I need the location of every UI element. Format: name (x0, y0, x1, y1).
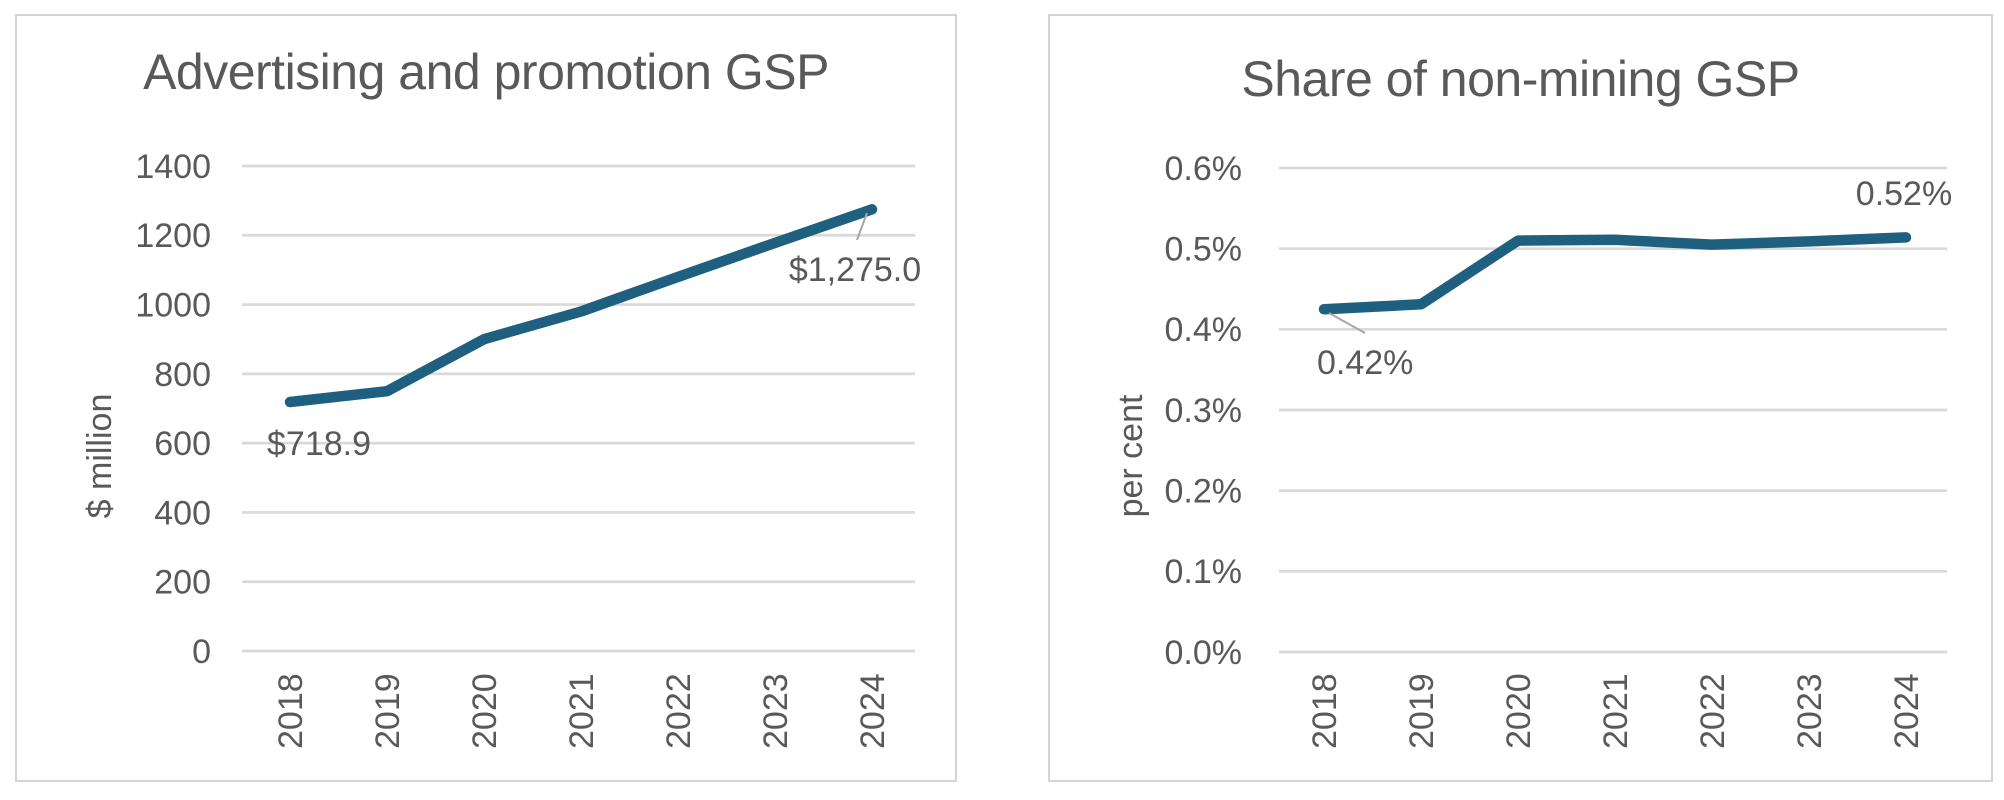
y-tick-label: 400 (154, 494, 211, 532)
leader-line (1328, 312, 1366, 334)
y-tick-label: 0.5% (1165, 231, 1243, 269)
x-tick-label: 2018 (1306, 673, 1344, 749)
y-tick-label: 1200 (135, 217, 211, 255)
y-tick-label: 0.4% (1165, 311, 1243, 349)
x-tick-label: 2023 (757, 673, 795, 749)
y-tick-label: 0.2% (1165, 473, 1243, 511)
data-label: 0.42% (1317, 344, 1413, 382)
y-tick-label: 600 (154, 425, 211, 463)
x-tick-label: 2019 (369, 673, 407, 749)
y-tick-label: 0.0% (1165, 634, 1243, 672)
y-tick-label: 1000 (135, 286, 211, 324)
data-label: $718.9 (267, 425, 371, 463)
y-axis-title: per cent (1112, 394, 1150, 517)
x-tick-label: 2022 (1694, 673, 1732, 749)
data-label: 0.52% (1856, 175, 1952, 213)
x-tick-label: 2024 (1888, 673, 1926, 749)
leader-line (856, 212, 868, 241)
x-tick-label: 2018 (272, 673, 310, 749)
data-label: $1,275.0 (789, 251, 921, 289)
y-tick-label: 0.6% (1165, 150, 1243, 188)
chart-title: Share of non-mining GSP (1241, 51, 1800, 107)
chart-panel-nonmining-share: Share of non-mining GSP per cent 0.6% 0.5… (1048, 14, 1993, 782)
x-tick-label: 2023 (1791, 673, 1829, 749)
y-axis-title: $ million (81, 394, 119, 519)
y-tick-label: 800 (154, 356, 211, 394)
chart-title: Advertising and promotion GSP (143, 44, 829, 100)
y-tick-label: 0.3% (1165, 392, 1243, 430)
series-line (284, 204, 878, 408)
x-tick-label: 2020 (466, 673, 504, 749)
x-tick-label: 2024 (854, 673, 892, 749)
line-plot: $ million 1400 1200 1000 800 600 400 200 0 2018 2… (81, 148, 921, 749)
y-tick-label: 200 (154, 564, 211, 602)
x-tick-label: 2022 (660, 673, 698, 749)
line-plot: per cent 0.6% 0.5% 0.4% 0.3% 0.2% 0.1% 0.0% 201… (1112, 150, 1952, 749)
series-line (1318, 232, 1912, 315)
x-tick-label: 2021 (563, 673, 601, 749)
chart-panel-advertising-gsp: Advertising and promotion GSP $ million … (15, 14, 957, 782)
y-tick-label: 0.1% (1165, 553, 1243, 591)
x-tick-label: 2020 (1500, 673, 1538, 749)
y-tick-label: 0 (192, 633, 211, 671)
x-tick-label: 2021 (1597, 673, 1635, 749)
y-tick-label: 1400 (135, 148, 211, 186)
x-tick-label: 2019 (1403, 673, 1441, 749)
